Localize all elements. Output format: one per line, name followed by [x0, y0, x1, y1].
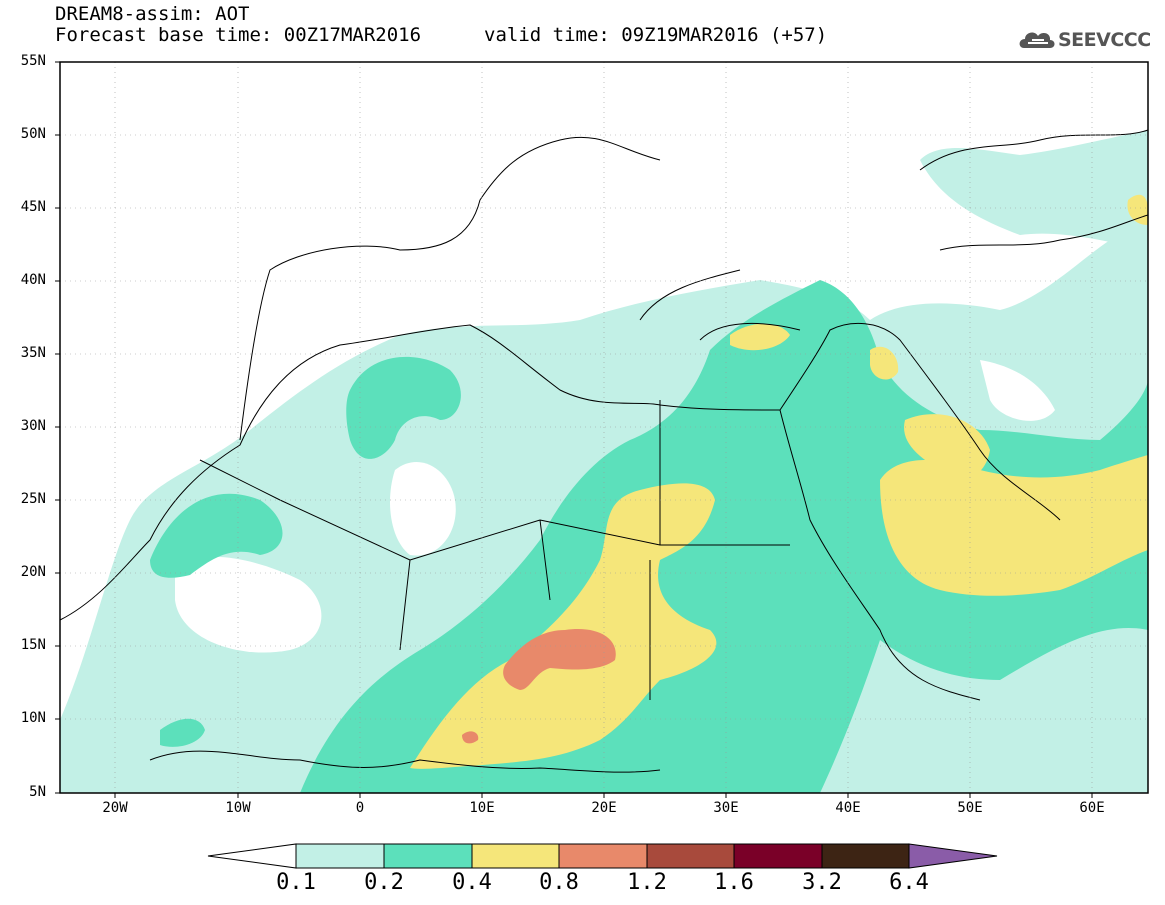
lon-label: 50E [957, 800, 983, 816]
colorbar-label: 6.4 [889, 870, 929, 895]
colorbar-label: 1.6 [714, 870, 754, 895]
lon-label: 60E [1079, 800, 1105, 816]
colorbar-label: 0.1 [276, 870, 316, 895]
colorbar-label: 3.2 [802, 870, 842, 895]
lon-label: 30E [713, 800, 739, 816]
valid-time-label: valid time: 09Z19MAR2016 (+57) [484, 24, 828, 46]
lat-label: 10N [20, 710, 46, 726]
coastlines [59, 129, 1149, 773]
aot-band-0.4 [410, 483, 717, 769]
logo-text: SEEVCCC [1058, 29, 1151, 51]
title-line-1: DREAM8-assim: AOT [55, 3, 250, 25]
lon-label: 20E [591, 800, 617, 816]
aot-band-0.8 [503, 629, 616, 690]
lon-label: 20W [102, 800, 128, 816]
lat-label: 45N [20, 199, 46, 215]
colorbar-label: 0.8 [539, 870, 579, 895]
lat-label: 55N [20, 53, 46, 69]
cloud-icon [1019, 32, 1055, 48]
lat-label: 40N [20, 272, 46, 288]
lat-label: 50N [20, 126, 46, 142]
lat-label: 15N [20, 637, 46, 653]
lat-label: 20N [20, 564, 46, 580]
lat-label: 25N [20, 491, 46, 507]
lat-label: 35N [20, 345, 46, 361]
base-time-label: Forecast base time: 00Z17MAR2016 [55, 24, 422, 46]
seevccc-logo: SEEVCCC [1018, 26, 1158, 54]
colorbar-label: 0.2 [364, 870, 404, 895]
aot-band-0.2 [150, 493, 283, 578]
colorbar-label: 0.4 [452, 870, 492, 895]
lon-label: 0 [355, 800, 365, 816]
colorbar-label: 1.2 [627, 870, 667, 895]
lon-label: 40E [835, 800, 861, 816]
aot-shading [60, 62, 1148, 793]
lat-label: 30N [20, 418, 46, 434]
lat-label: 5N [29, 784, 46, 800]
lon-label: 10E [469, 800, 495, 816]
graticule [60, 62, 1148, 793]
lon-label: 10W [225, 800, 251, 816]
